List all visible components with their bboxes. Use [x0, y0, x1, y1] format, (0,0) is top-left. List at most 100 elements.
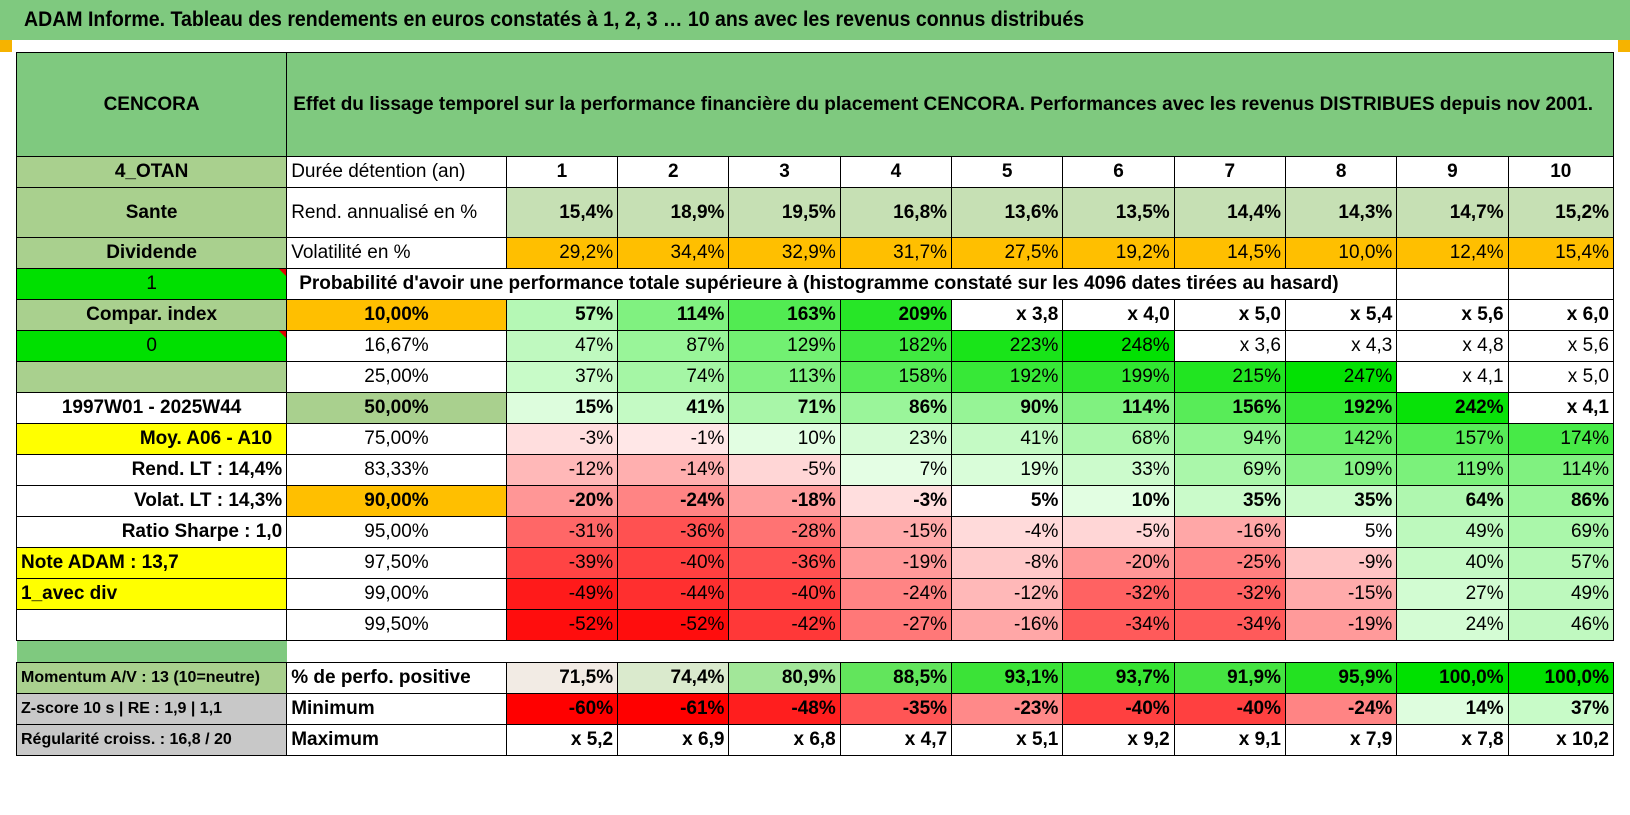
quantile-value: 35% — [1173, 485, 1286, 517]
quantile-value: 157% — [1396, 423, 1509, 455]
quantile-value: -24% — [617, 485, 730, 517]
quantile-label: 99,00% — [286, 578, 507, 610]
quantile-value: -40% — [728, 578, 841, 610]
quantile-value: 114% — [617, 299, 730, 331]
quantile-value: 209% — [839, 299, 953, 331]
year-header: 4 — [839, 156, 953, 188]
quantile-value: 46% — [1507, 609, 1615, 641]
rend-value: 19,5% — [728, 187, 841, 238]
blank-side — [15, 361, 288, 393]
performance-table: CENCORA Effet du lissage temporel sur la… — [15, 52, 1615, 756]
vol-value: 14,5% — [1173, 237, 1286, 269]
quantile-value: 35% — [1284, 485, 1398, 517]
quantile-value: 68% — [1062, 423, 1175, 455]
side-sector: Sante — [15, 187, 288, 238]
stat-value: -40% — [1173, 693, 1286, 725]
quantile-value: -4% — [951, 516, 1064, 548]
quantile-value: 223% — [951, 330, 1064, 362]
quantile-value: 57% — [505, 299, 619, 331]
stat-value: 14% — [1396, 693, 1509, 725]
quantile-value: -1% — [617, 423, 730, 455]
report-title: ADAM Informe. Tableau des rendements en … — [24, 8, 1085, 31]
quantile-value: x 3,6 — [1173, 330, 1286, 362]
quantile-value: 49% — [1507, 578, 1615, 610]
quantile-label: 16,67% — [286, 330, 507, 362]
year-header: 10 — [1507, 156, 1615, 188]
quantile-value: 37% — [505, 361, 619, 393]
quantile-value: -34% — [1173, 609, 1286, 641]
z-score: Z-score 10 s | RE : 1,9 | 1,1 — [15, 693, 288, 725]
vol-value: 32,9% — [728, 237, 841, 269]
stat-value: x 9,2 — [1062, 724, 1175, 756]
rend-value: 13,6% — [951, 187, 1064, 238]
quantile-value: 114% — [1507, 454, 1615, 486]
quantile-value: 10% — [1062, 485, 1175, 517]
duration-label: Durée détention (an) — [286, 156, 507, 188]
stat-value: x 5,1 — [951, 724, 1064, 756]
stat-value: -40% — [1062, 693, 1175, 725]
quantile-value: -3% — [505, 423, 619, 455]
quantile-value: x 4,3 — [1284, 330, 1398, 362]
stat-value: 71,5% — [505, 662, 619, 694]
quantile-value: x 4,0 — [1062, 299, 1175, 331]
rend-value: 14,3% — [1284, 187, 1398, 238]
quantile-value: 158% — [839, 361, 953, 393]
quantile-value: 19% — [951, 454, 1064, 486]
stat-value: 74,4% — [617, 662, 730, 694]
quantile-value: -19% — [839, 547, 953, 579]
quantile-value: -31% — [505, 516, 619, 548]
period-range: 1997W01 - 2025W44 — [15, 392, 288, 424]
quantile-value: -14% — [617, 454, 730, 486]
quantile-value: 69% — [1173, 454, 1286, 486]
stat-value: -60% — [505, 693, 619, 725]
stat-value: 100,0% — [1507, 662, 1615, 694]
quantile-value: 156% — [1173, 392, 1286, 424]
quantile-value: x 5,6 — [1507, 330, 1615, 362]
stat-value: 100,0% — [1396, 662, 1509, 694]
quantile-value: 23% — [839, 423, 953, 455]
quantile-label: 99,50% — [286, 609, 507, 641]
quantile-label: 25,00% — [286, 361, 507, 393]
vol-value: 12,4% — [1396, 237, 1509, 269]
quantile-value: -12% — [505, 454, 619, 486]
quantile-value: 49% — [1396, 516, 1509, 548]
quantile-value: -15% — [1284, 578, 1398, 610]
stat-value: -24% — [1284, 693, 1398, 725]
stat-label: % de perfo. positive — [286, 662, 507, 694]
quantile-value: -16% — [951, 609, 1064, 641]
year-header: 6 — [1062, 156, 1175, 188]
quantile-value: -52% — [505, 609, 619, 641]
fund-name-cell: CENCORA — [15, 52, 288, 157]
quantile-value: 64% — [1396, 485, 1509, 517]
quantile-value: 192% — [951, 361, 1064, 393]
quantile-value: 27% — [1396, 578, 1509, 610]
quantile-value: x 4,1 — [1396, 361, 1509, 393]
quantile-value: -24% — [839, 578, 953, 610]
year-header: 7 — [1173, 156, 1286, 188]
quantile-value: -15% — [839, 516, 953, 548]
year-header: 3 — [728, 156, 841, 188]
moy-label: Moy. A06 - A10 — [15, 423, 288, 455]
quantile-value: x 5,6 — [1396, 299, 1509, 331]
quantile-value: 94% — [1173, 423, 1286, 455]
rend-value: 16,8% — [839, 187, 953, 238]
blank-cell — [1507, 268, 1615, 300]
quantile-value: 142% — [1284, 423, 1398, 455]
quantile-value: -9% — [1284, 547, 1398, 579]
corner-marker-left — [0, 40, 12, 52]
stat-value: 37% — [1507, 693, 1615, 725]
quantile-value: -40% — [617, 547, 730, 579]
quantile-value: -32% — [1173, 578, 1286, 610]
quantile-value: 87% — [617, 330, 730, 362]
quantile-value: x 5,0 — [1507, 361, 1615, 393]
stat-value: -23% — [951, 693, 1064, 725]
quantile-value: 24% — [1396, 609, 1509, 641]
stat-value: x 6,9 — [617, 724, 730, 756]
rend-value: 18,9% — [617, 187, 730, 238]
quantile-value: -3% — [839, 485, 953, 517]
quantile-value: 86% — [839, 392, 953, 424]
quantile-value: 15% — [505, 392, 619, 424]
comment-marker-icon — [279, 331, 286, 338]
quantile-label: 83,33% — [286, 454, 507, 486]
avec-div: 1_avec div — [15, 578, 288, 610]
